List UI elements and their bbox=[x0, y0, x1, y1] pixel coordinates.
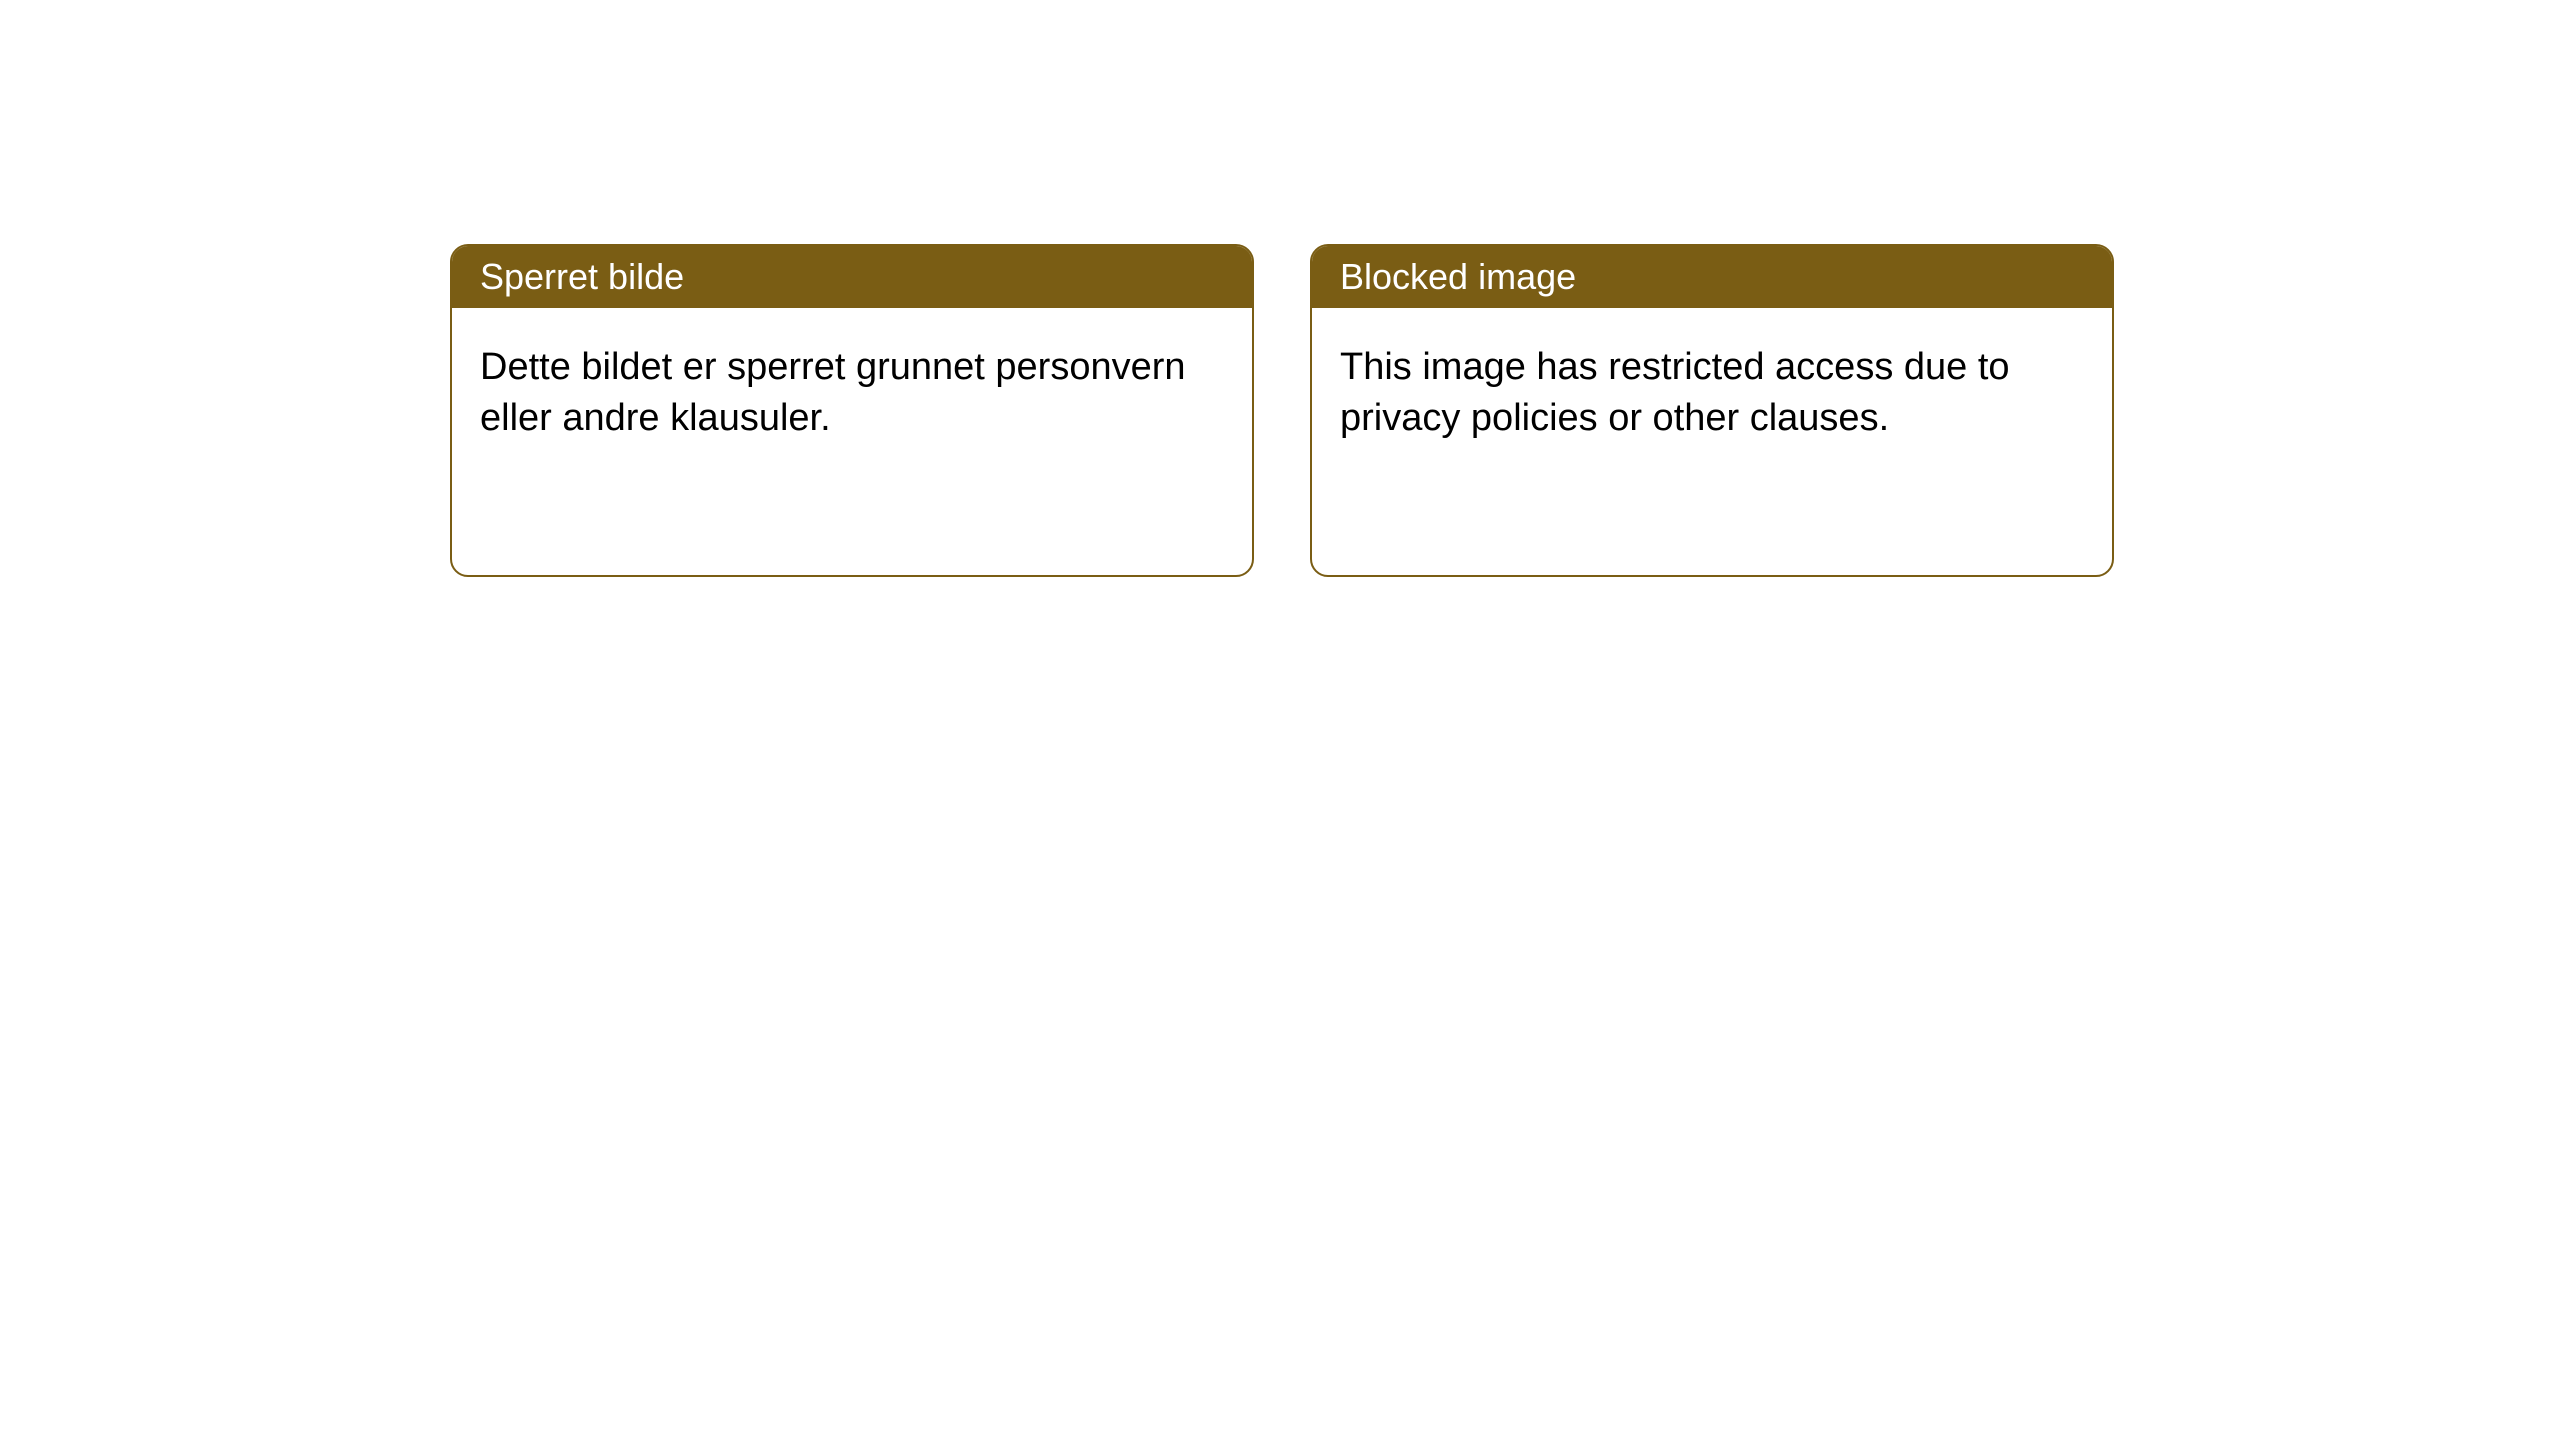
card-header: Blocked image bbox=[1312, 246, 2112, 308]
card-header-text: Sperret bilde bbox=[480, 256, 684, 297]
notice-cards-container: Sperret bilde Dette bildet er sperret gr… bbox=[0, 0, 2560, 577]
card-body-text: This image has restricted access due to … bbox=[1340, 346, 2010, 439]
card-header: Sperret bilde bbox=[452, 246, 1252, 308]
card-header-text: Blocked image bbox=[1340, 256, 1576, 297]
card-body-text: Dette bildet er sperret grunnet personve… bbox=[480, 346, 1186, 439]
blocked-image-card-norwegian: Sperret bilde Dette bildet er sperret gr… bbox=[450, 244, 1254, 577]
card-body: Dette bildet er sperret grunnet personve… bbox=[452, 308, 1252, 479]
card-body: This image has restricted access due to … bbox=[1312, 308, 2112, 479]
blocked-image-card-english: Blocked image This image has restricted … bbox=[1310, 244, 2114, 577]
